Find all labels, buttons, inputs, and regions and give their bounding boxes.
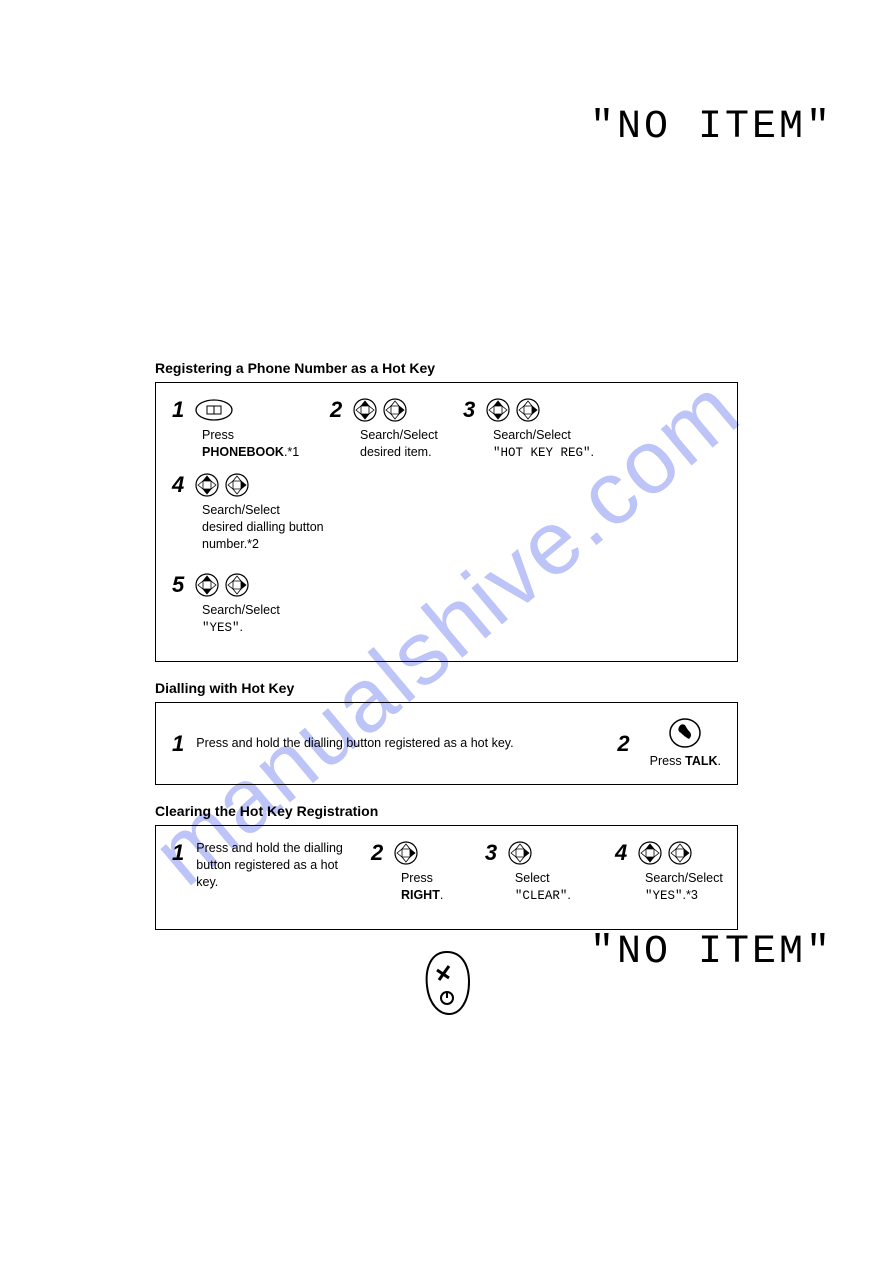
- step1-bold: PHONEBOOK: [202, 445, 284, 459]
- step2-tail: .: [718, 754, 721, 768]
- section1-box: 1 Press PHONEBOOK.*1 2: [155, 382, 738, 662]
- section3-step1: 1 Press and hold the dialling button reg…: [172, 840, 363, 891]
- step1-line1: Press: [202, 428, 234, 442]
- section2-step2: 2 Press TALK.: [617, 717, 721, 770]
- step4-line3: number.*2: [202, 537, 259, 551]
- nav-right-icon: [393, 840, 419, 866]
- step3-tail: .: [567, 888, 570, 902]
- step2-line1: Press: [401, 871, 433, 885]
- step2-line2: desired item.: [360, 445, 432, 459]
- step-number: 1: [172, 731, 184, 757]
- section2-title: Dialling with Hot Key: [155, 680, 738, 696]
- nav-search-icon: [637, 840, 693, 866]
- step2-line1: Search/Select: [360, 428, 438, 442]
- section2-step1: 1 Press and hold the dialling button reg…: [172, 731, 514, 757]
- step4-mono: "YES": [645, 889, 683, 903]
- index-illustration: [155, 948, 738, 1018]
- nav-search-icon: [485, 397, 541, 423]
- step-number: 5: [172, 572, 184, 598]
- step-number: 1: [172, 840, 184, 866]
- step2-bold: TALK: [685, 754, 717, 768]
- step5-mono: "YES": [202, 621, 240, 635]
- section1-step5: 5 Search/Select "YES".: [172, 572, 292, 637]
- phonebook-icon: [194, 398, 234, 422]
- step-number: 1: [172, 397, 184, 423]
- step1-tail: .*1: [284, 445, 299, 459]
- section1-step2: 2 Search/Select desired item.: [330, 397, 445, 461]
- step4-tail: .*3: [683, 888, 698, 902]
- nav-search-icon: [194, 472, 250, 498]
- section3-step4: 4 Search/Select "YES".*3: [615, 840, 721, 905]
- section3-step3: 3 Select "CLEAR".: [485, 840, 607, 905]
- step-number: 2: [371, 840, 383, 866]
- step-number: 3: [485, 840, 497, 866]
- section1-step4: 4 Search/Select desired dialling button: [172, 472, 327, 553]
- section3-step2: 2 Press RIGHT.: [371, 840, 477, 904]
- step4-line1: Search/Select: [645, 871, 723, 885]
- nav-right-icon: [507, 840, 533, 866]
- step5-tail: .: [240, 620, 243, 634]
- page-content: Registering a Phone Number as a Hot Key …: [0, 0, 893, 1078]
- step3-line1: Select: [515, 871, 550, 885]
- section3-title: Clearing the Hot Key Registration: [155, 803, 738, 819]
- step3-line1: Search/Select: [493, 428, 571, 442]
- section1-title: Registering a Phone Number as a Hot Key: [155, 360, 738, 376]
- step3-mono: "HOT KEY REG": [493, 446, 591, 460]
- step4-line2: desired dialling button: [202, 520, 324, 534]
- step5-line1: Search/Select: [202, 603, 280, 617]
- step2-bold: RIGHT: [401, 888, 440, 902]
- step3-mono: "CLEAR": [515, 889, 568, 903]
- nav-search-icon: [194, 572, 250, 598]
- step2-tail: .: [440, 888, 443, 902]
- step-number: 2: [330, 397, 342, 423]
- section1-step3: 3 Search/Select "HOT KEY REG".: [463, 397, 594, 462]
- step2-line1: Press: [650, 754, 685, 768]
- section2-box: 1 Press and hold the dialling button reg…: [155, 702, 738, 785]
- step1-text: Press and hold the dialling button regis…: [196, 840, 363, 891]
- step-number: 3: [463, 397, 475, 423]
- step-number: 2: [617, 731, 629, 757]
- step1-text: Press and hold the dialling button regis…: [196, 735, 513, 752]
- step-number: 4: [615, 840, 627, 866]
- nav-search-icon: [352, 397, 408, 423]
- section1-step1: 1 Press PHONEBOOK.*1: [172, 397, 312, 461]
- step-number: 4: [172, 472, 184, 498]
- section3-box: 1 Press and hold the dialling button reg…: [155, 825, 738, 930]
- step3-tail: .: [591, 445, 594, 459]
- step4-line1: Search/Select: [202, 503, 280, 517]
- talk-icon: [667, 717, 703, 749]
